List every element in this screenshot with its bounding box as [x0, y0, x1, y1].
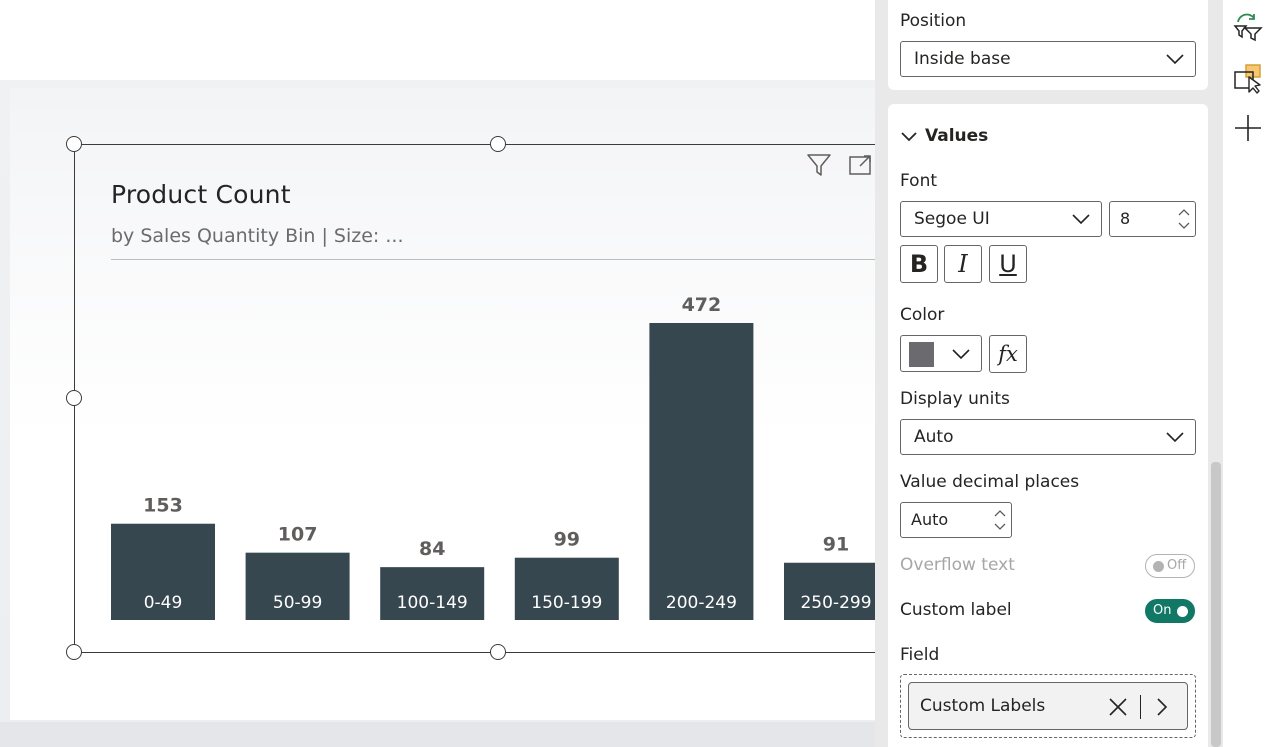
canvas-bottom-strip	[0, 722, 880, 747]
decimal-places-stepper[interactable]: Auto	[900, 502, 1012, 538]
remove-field-icon[interactable]	[1107, 696, 1129, 718]
overflow-text-state: Off	[1167, 558, 1187, 573]
chevron-right-icon[interactable]	[1155, 697, 1169, 717]
bar-100-149[interactable]	[380, 567, 485, 620]
chevron-down-icon	[952, 349, 970, 360]
chevron-down-icon[interactable]	[900, 129, 918, 145]
custom-label-state: On	[1153, 603, 1172, 618]
title-divider	[111, 259, 880, 260]
toggle-knob	[1177, 606, 1188, 617]
font-size-stepper[interactable]: 8	[1109, 201, 1196, 237]
resize-handle-bottom-left[interactable]	[66, 644, 82, 660]
bar-200-249[interactable]	[649, 323, 754, 620]
bold-button[interactable]: B	[900, 245, 938, 283]
category-label-100-149: 100-149	[397, 593, 468, 613]
bar-150-199[interactable]	[514, 557, 619, 620]
display-units-label: Display units	[900, 389, 1010, 409]
field-value: Custom Labels	[920, 696, 1046, 716]
color-swatch	[909, 342, 934, 367]
decimal-places-label: Value decimal places	[900, 472, 1080, 492]
resize-handle-top-left[interactable]	[66, 136, 82, 152]
bar-chart: 153 0-49 107 50-99 84 100-149 99 150-199 472 200-…	[111, 294, 880, 620]
italic-button[interactable]: I	[944, 245, 982, 283]
bar-250-299[interactable]	[784, 562, 880, 620]
font-label: Font	[900, 171, 938, 191]
position-dropdown[interactable]: Inside base	[900, 41, 1196, 77]
spin-arrows-icon[interactable]	[993, 506, 1007, 534]
focus-mode-icon[interactable]	[848, 152, 874, 178]
data-label-0-49: 153	[143, 495, 183, 517]
data-label-150-199: 99	[554, 529, 580, 551]
field-label: Field	[900, 645, 940, 665]
custom-label-label: Custom label	[900, 600, 1012, 620]
pill-divider	[1140, 695, 1141, 719]
overflow-text-label: Overflow text	[900, 555, 1015, 575]
category-label-200-249: 200-249	[666, 593, 737, 613]
selection-pane-icon[interactable]	[1232, 62, 1264, 94]
font-family-value: Segoe UI	[914, 209, 990, 229]
category-label-0-49: 0-49	[144, 593, 183, 613]
sync-slicers-icon[interactable]	[1232, 10, 1264, 42]
data-label-200-249: 472	[682, 294, 722, 316]
data-label-100-149: 84	[419, 538, 445, 560]
font-size-value: 8	[1120, 209, 1131, 228]
right-rail	[1223, 0, 1265, 747]
position-label: Position	[900, 11, 967, 31]
values-section-title[interactable]: Values	[925, 126, 989, 146]
data-label-250-299: 91	[823, 534, 849, 556]
underline-button[interactable]: U	[989, 245, 1027, 283]
bar-50-99[interactable]	[245, 552, 350, 620]
display-units-value: Auto	[914, 427, 954, 447]
data-label-50-99: 107	[278, 524, 318, 546]
font-family-dropdown[interactable]: Segoe UI	[900, 201, 1102, 237]
display-units-dropdown[interactable]: Auto	[900, 419, 1196, 455]
filter-icon[interactable]	[806, 152, 832, 178]
add-icon[interactable]	[1232, 112, 1264, 144]
chevron-down-icon	[1166, 432, 1184, 443]
color-label: Color	[900, 305, 945, 325]
bar-0-49[interactable]	[111, 523, 215, 620]
chevron-down-icon	[1166, 54, 1184, 65]
spin-arrows-icon[interactable]	[1177, 205, 1191, 233]
resize-handle-bottom-middle[interactable]	[490, 644, 506, 660]
category-label-50-99: 50-99	[273, 593, 322, 613]
field-drop-zone[interactable]	[900, 674, 1196, 738]
category-label-150-199: 150-199	[531, 593, 602, 613]
decimal-places-value: Auto	[911, 510, 949, 529]
overflow-text-toggle[interactable]: Off	[1145, 554, 1195, 578]
position-value: Inside base	[914, 49, 1011, 69]
chart-subtitle: by Sales Quantity Bin | Size: ...	[111, 225, 404, 247]
custom-label-toggle[interactable]: On	[1145, 599, 1195, 623]
color-picker-dropdown[interactable]	[900, 335, 982, 372]
category-label-250-299: 250-299	[800, 593, 871, 613]
chevron-down-icon	[1072, 214, 1090, 225]
resize-handle-top-middle[interactable]	[490, 136, 506, 152]
field-pill[interactable]: Custom Labels	[908, 682, 1188, 730]
format-pane-scrollbar[interactable]	[1211, 462, 1221, 747]
conditional-format-fx-button[interactable]: fx	[989, 335, 1027, 373]
chart-title: Product Count	[111, 180, 291, 209]
resize-handle-middle-left[interactable]	[66, 390, 82, 406]
toggle-knob	[1153, 561, 1164, 572]
